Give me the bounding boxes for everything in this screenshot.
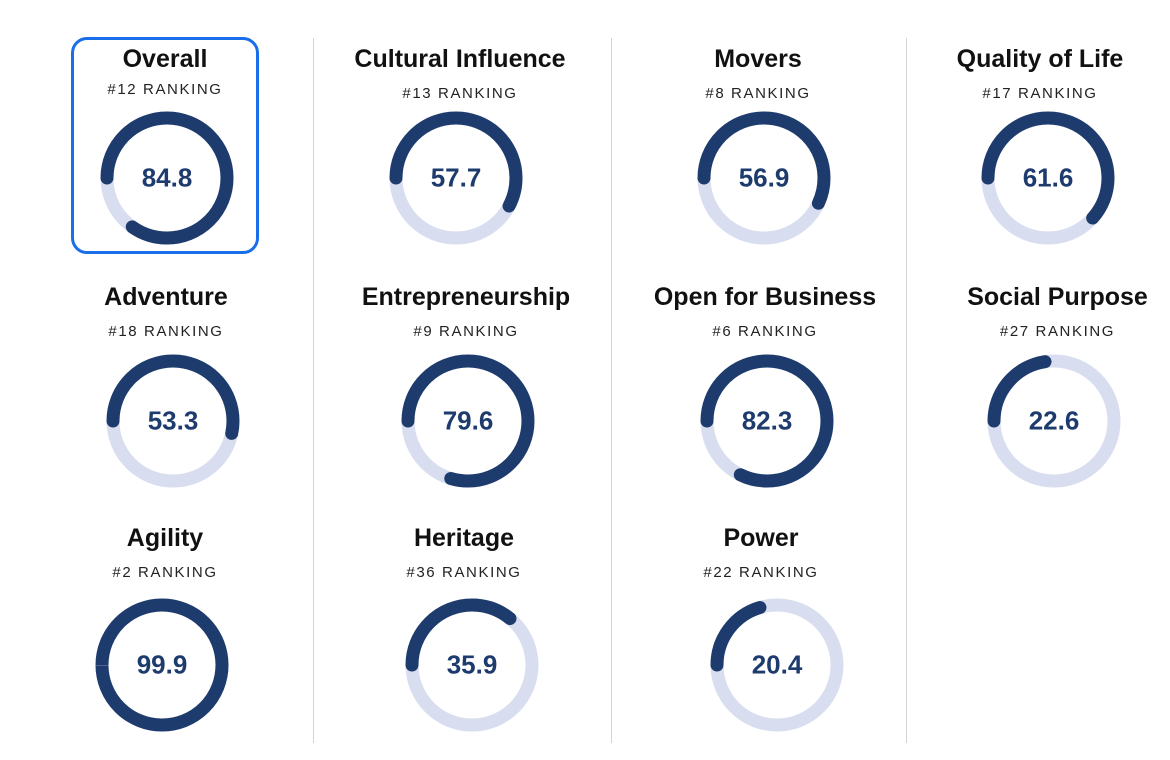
card-ranking: #13 RANKING bbox=[402, 85, 518, 102]
card-overall[interactable]: Overall #12 RANKING 84.8 bbox=[71, 37, 259, 254]
card-title: Quality of Life bbox=[956, 45, 1124, 73]
card-title: Overall bbox=[122, 45, 208, 73]
card-power[interactable]: Power #22 RANKING 20.4 bbox=[671, 521, 851, 736]
score-ring: 22.6 bbox=[984, 351, 1124, 491]
score-value: 20.4 bbox=[751, 649, 803, 680]
card-ranking: #9 RANKING bbox=[413, 323, 519, 340]
card-title: Cultural Influence bbox=[354, 45, 566, 73]
column-divider-3 bbox=[906, 38, 907, 743]
ring-progress-arc bbox=[100, 111, 234, 245]
card-ranking: #17 RANKING bbox=[982, 85, 1098, 102]
score-ring: 20.4 bbox=[707, 595, 847, 735]
score-value: 22.6 bbox=[1028, 405, 1080, 436]
card-title: Adventure bbox=[104, 283, 228, 311]
column-divider-1 bbox=[313, 38, 314, 743]
card-movers[interactable]: Movers #8 RANKING 56.9 bbox=[640, 42, 876, 252]
card-cultural-influence[interactable]: Cultural Influence #13 RANKING 57.7 bbox=[330, 42, 590, 252]
score-ring: 61.6 bbox=[978, 108, 1118, 248]
score-value: 99.9 bbox=[136, 649, 188, 680]
card-open-for-business[interactable]: Open for Business #6 RANKING 82.3 bbox=[637, 280, 893, 490]
score-ring: 35.9 bbox=[402, 595, 542, 735]
card-title: Agility bbox=[126, 524, 204, 552]
card-agility[interactable]: Agility #2 RANKING 99.9 bbox=[75, 521, 255, 736]
score-value: 84.8 bbox=[141, 162, 193, 193]
score-value: 56.9 bbox=[738, 162, 790, 193]
card-title: Movers bbox=[714, 45, 802, 73]
ring-progress-arc bbox=[697, 111, 831, 245]
card-title: Open for Business bbox=[653, 283, 877, 311]
ring-progress-arc bbox=[710, 598, 844, 732]
card-ranking: #18 RANKING bbox=[108, 323, 224, 340]
card-title: Entrepreneurship bbox=[361, 283, 571, 311]
score-ring: 84.8 bbox=[97, 108, 237, 248]
score-ring: 79.6 bbox=[398, 351, 538, 491]
card-adventure[interactable]: Adventure #18 RANKING 53.3 bbox=[76, 280, 256, 490]
ring-progress-arc bbox=[106, 354, 240, 488]
ring-progress-arc bbox=[389, 111, 523, 245]
ring-progress-arc bbox=[401, 354, 535, 488]
score-ring: 56.9 bbox=[694, 108, 834, 248]
card-ranking: #2 RANKING bbox=[112, 564, 218, 581]
score-ring: 99.9 bbox=[92, 595, 232, 735]
card-title: Power bbox=[723, 524, 799, 552]
card-entrepreneurship[interactable]: Entrepreneurship #9 RANKING 79.6 bbox=[336, 280, 596, 490]
ring-progress-arc bbox=[95, 598, 229, 732]
card-title: Social Purpose bbox=[967, 283, 1148, 311]
card-ranking: #22 RANKING bbox=[703, 564, 819, 581]
card-quality-of-life[interactable]: Quality of Life #17 RANKING 61.6 bbox=[930, 42, 1150, 252]
score-value: 61.6 bbox=[1022, 162, 1074, 193]
score-value: 82.3 bbox=[741, 405, 793, 436]
card-ranking: #27 RANKING bbox=[999, 323, 1116, 340]
card-social-purpose[interactable]: Social Purpose #27 RANKING 22.6 bbox=[950, 280, 1165, 490]
ring-progress-arc bbox=[987, 354, 1121, 488]
score-ring: 57.7 bbox=[386, 108, 526, 248]
score-ring: 53.3 bbox=[103, 351, 243, 491]
score-value: 79.6 bbox=[442, 405, 494, 436]
column-divider-2 bbox=[611, 38, 612, 743]
ring-progress-arc bbox=[700, 354, 834, 488]
card-ranking: #8 RANKING bbox=[705, 85, 811, 102]
score-value: 53.3 bbox=[147, 405, 199, 436]
score-value: 35.9 bbox=[446, 649, 498, 680]
card-ranking: #6 RANKING bbox=[712, 323, 818, 340]
score-value: 57.7 bbox=[430, 162, 482, 193]
card-ranking: #36 RANKING bbox=[406, 564, 522, 581]
ring-progress-arc bbox=[405, 598, 539, 732]
card-ranking: #12 RANKING bbox=[107, 81, 223, 98]
ring-progress-arc bbox=[981, 111, 1115, 245]
score-ring: 82.3 bbox=[697, 351, 837, 491]
card-heritage[interactable]: Heritage #36 RANKING 35.9 bbox=[374, 521, 554, 736]
card-title: Heritage bbox=[413, 524, 515, 552]
